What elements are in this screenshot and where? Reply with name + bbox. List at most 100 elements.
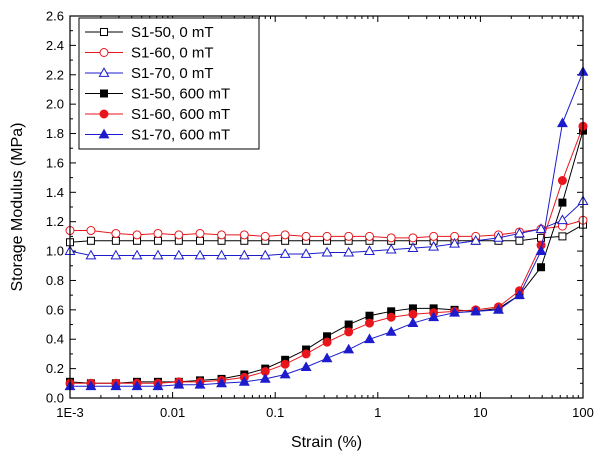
- legend-marker: [98, 128, 110, 139]
- data-point: [85, 380, 97, 391]
- legend-marker: [99, 48, 109, 57]
- data-point: [365, 311, 374, 320]
- x-tick-label: 1E-3: [56, 405, 83, 420]
- data-point: [429, 231, 439, 241]
- x-tick-label: 0.01: [160, 405, 185, 420]
- series-layer: [64, 66, 589, 391]
- data-point: [449, 306, 461, 317]
- legend-label: S1-60, 600 mT: [131, 106, 230, 123]
- legend-marker: [98, 67, 110, 77]
- plot-frame: [69, 15, 584, 399]
- y-tick-label: 1.0: [46, 244, 64, 259]
- legend-item: S1-60, 0 mT: [85, 45, 214, 62]
- data-point: [449, 237, 461, 248]
- data-point: [301, 349, 311, 359]
- data-point: [428, 240, 440, 251]
- data-point: [321, 246, 333, 257]
- data-point: [408, 233, 418, 243]
- y-tick-label: 1.4: [46, 185, 64, 200]
- data-point: [343, 246, 355, 257]
- legend-label: S1-50, 600 mT: [131, 86, 230, 103]
- y-tick-label: 0.2: [46, 361, 64, 376]
- data-point: [493, 232, 504, 242]
- y-tick-label: 2.0: [46, 97, 64, 112]
- data-point: [153, 228, 163, 238]
- data-point: [195, 228, 205, 238]
- data-point: [364, 318, 374, 328]
- legend-marker: [100, 28, 108, 36]
- data-point: [385, 243, 397, 254]
- data-point: [173, 249, 185, 260]
- legend-item: S1-50, 0 mT: [85, 24, 214, 41]
- series-filled-triangle: [64, 66, 589, 391]
- legend-box: [78, 17, 260, 150]
- data-point: [386, 312, 396, 322]
- data-point: [280, 359, 290, 369]
- data-point: [152, 249, 164, 260]
- legend-label: S1-60, 0 mT: [131, 45, 214, 62]
- data-point: [279, 248, 291, 258]
- data-point: [279, 368, 291, 379]
- x-axis-title: Strain (%): [291, 434, 362, 451]
- legend-item: S1-50, 600 mT: [85, 86, 230, 103]
- data-point: [131, 249, 143, 260]
- legend-label: S1-70, 0 mT: [131, 65, 214, 82]
- data-point: [470, 234, 482, 245]
- data-point: [557, 176, 567, 186]
- y-tick-label: 0.6: [46, 302, 64, 317]
- data-point: [344, 327, 354, 337]
- x-tick-label: 100: [572, 405, 594, 420]
- data-point: [535, 223, 547, 233]
- data-point: [259, 249, 271, 260]
- y-tick-label: 2.6: [46, 9, 64, 24]
- data-point: [493, 304, 504, 314]
- legend-label: S1-70, 600 mT: [131, 127, 230, 144]
- data-point: [300, 248, 312, 258]
- data-point: [558, 232, 567, 241]
- data-point: [407, 242, 419, 253]
- legend-item: S1-70, 600 mT: [85, 127, 230, 144]
- data-point: [217, 230, 227, 240]
- data-point: [239, 230, 249, 240]
- data-point: [385, 326, 397, 336]
- data-point: [364, 231, 374, 241]
- data-point: [260, 231, 270, 241]
- data-point: [470, 305, 482, 316]
- data-point: [131, 380, 143, 391]
- y-tick-label: 1.6: [46, 155, 64, 170]
- data-point: [322, 337, 332, 347]
- data-point: [513, 289, 525, 300]
- data-point: [194, 249, 206, 260]
- y-tick-label: 2.4: [46, 38, 64, 53]
- legend-marker: [99, 109, 109, 119]
- y-tick-label: 1.2: [46, 214, 64, 229]
- data-point: [174, 230, 184, 240]
- y-tick-label: 0.0: [46, 391, 64, 406]
- legend-marker: [100, 89, 108, 98]
- data-point: [556, 117, 568, 128]
- data-point: [194, 378, 206, 389]
- data-point: [343, 343, 355, 354]
- data-point: [322, 231, 332, 241]
- data-point: [216, 377, 228, 388]
- y-axis-title: Storage Modulus (MPa): [9, 123, 26, 292]
- series-open-circle: [65, 215, 588, 243]
- data-point: [407, 317, 419, 327]
- data-point: [535, 245, 547, 255]
- data-point: [196, 236, 205, 245]
- data-point: [85, 249, 97, 260]
- data-point: [301, 231, 311, 241]
- data-point: [173, 378, 185, 389]
- data-point: [537, 263, 546, 272]
- x-tick-label: 10: [473, 405, 487, 420]
- data-point: [364, 245, 375, 255]
- data-point: [364, 333, 375, 344]
- y-tick-label: 1.8: [46, 126, 64, 141]
- data-point: [428, 311, 440, 322]
- legend-item: S1-60, 600 mT: [85, 106, 230, 123]
- x-tick-label: 0.1: [266, 405, 284, 420]
- data-point: [86, 236, 95, 245]
- data-point: [238, 249, 250, 260]
- series-open-triangle: [64, 195, 589, 260]
